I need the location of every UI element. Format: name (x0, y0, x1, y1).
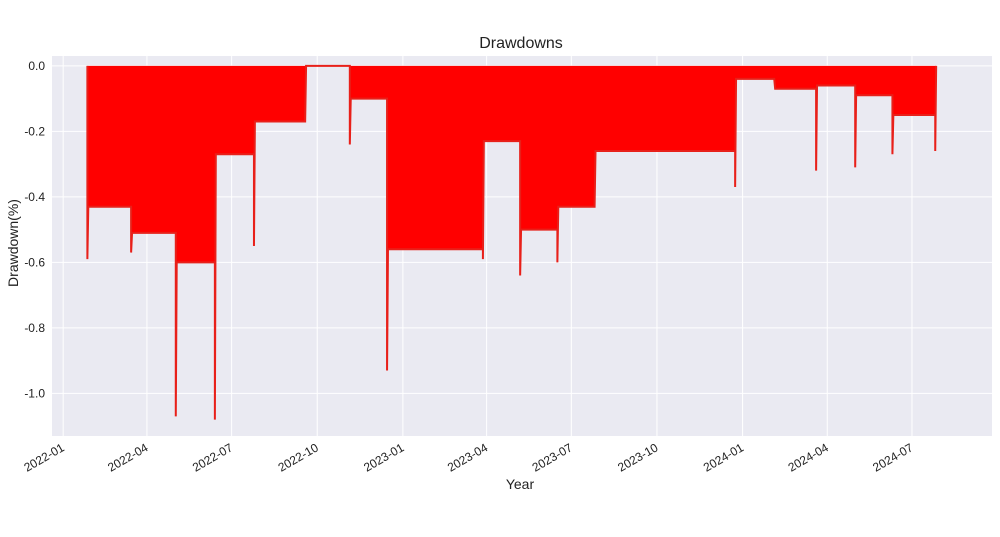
y-tick-label: -1.0 (24, 386, 45, 400)
x-tick-label: 2023-07 (530, 440, 575, 474)
x-tick-label: 2022-04 (105, 440, 150, 474)
x-axis-label: Year (506, 476, 535, 492)
x-tick-label: 2022-07 (190, 440, 235, 474)
x-tick-labels: 2022-01 2022-04 2022-07 2022-10 2023-01 2023-… (22, 440, 916, 474)
y-tick-label: -0.4 (24, 190, 45, 204)
y-tick-label: -0.8 (24, 321, 45, 335)
x-tick-label: 2024-01 (701, 440, 746, 474)
chart-title: Drawdowns (479, 35, 563, 52)
x-tick-label: 2022-01 (22, 440, 67, 474)
y-tick-label: -0.2 (24, 124, 45, 138)
x-tick-label: 2023-04 (445, 440, 490, 474)
y-tick-labels: 0.0 -0.2 -0.4 -0.6 -0.8 -1.0 (24, 59, 45, 401)
x-tick-label: 2024-07 (870, 440, 915, 474)
drawdown-area (87, 65, 937, 420)
series-layer (86, 64, 938, 420)
x-tick-label: 2022-10 (276, 440, 321, 474)
x-tick-label: 2023-10 (615, 440, 660, 474)
y-axis-label: Drawdown(%) (5, 199, 21, 287)
y-tick-label: -0.6 (24, 255, 45, 269)
x-tick-label: 2023-01 (361, 440, 406, 474)
x-tick-label: 2024-04 (786, 440, 831, 474)
y-tick-label: 0.0 (28, 59, 45, 73)
drawdown-line (86, 64, 938, 420)
